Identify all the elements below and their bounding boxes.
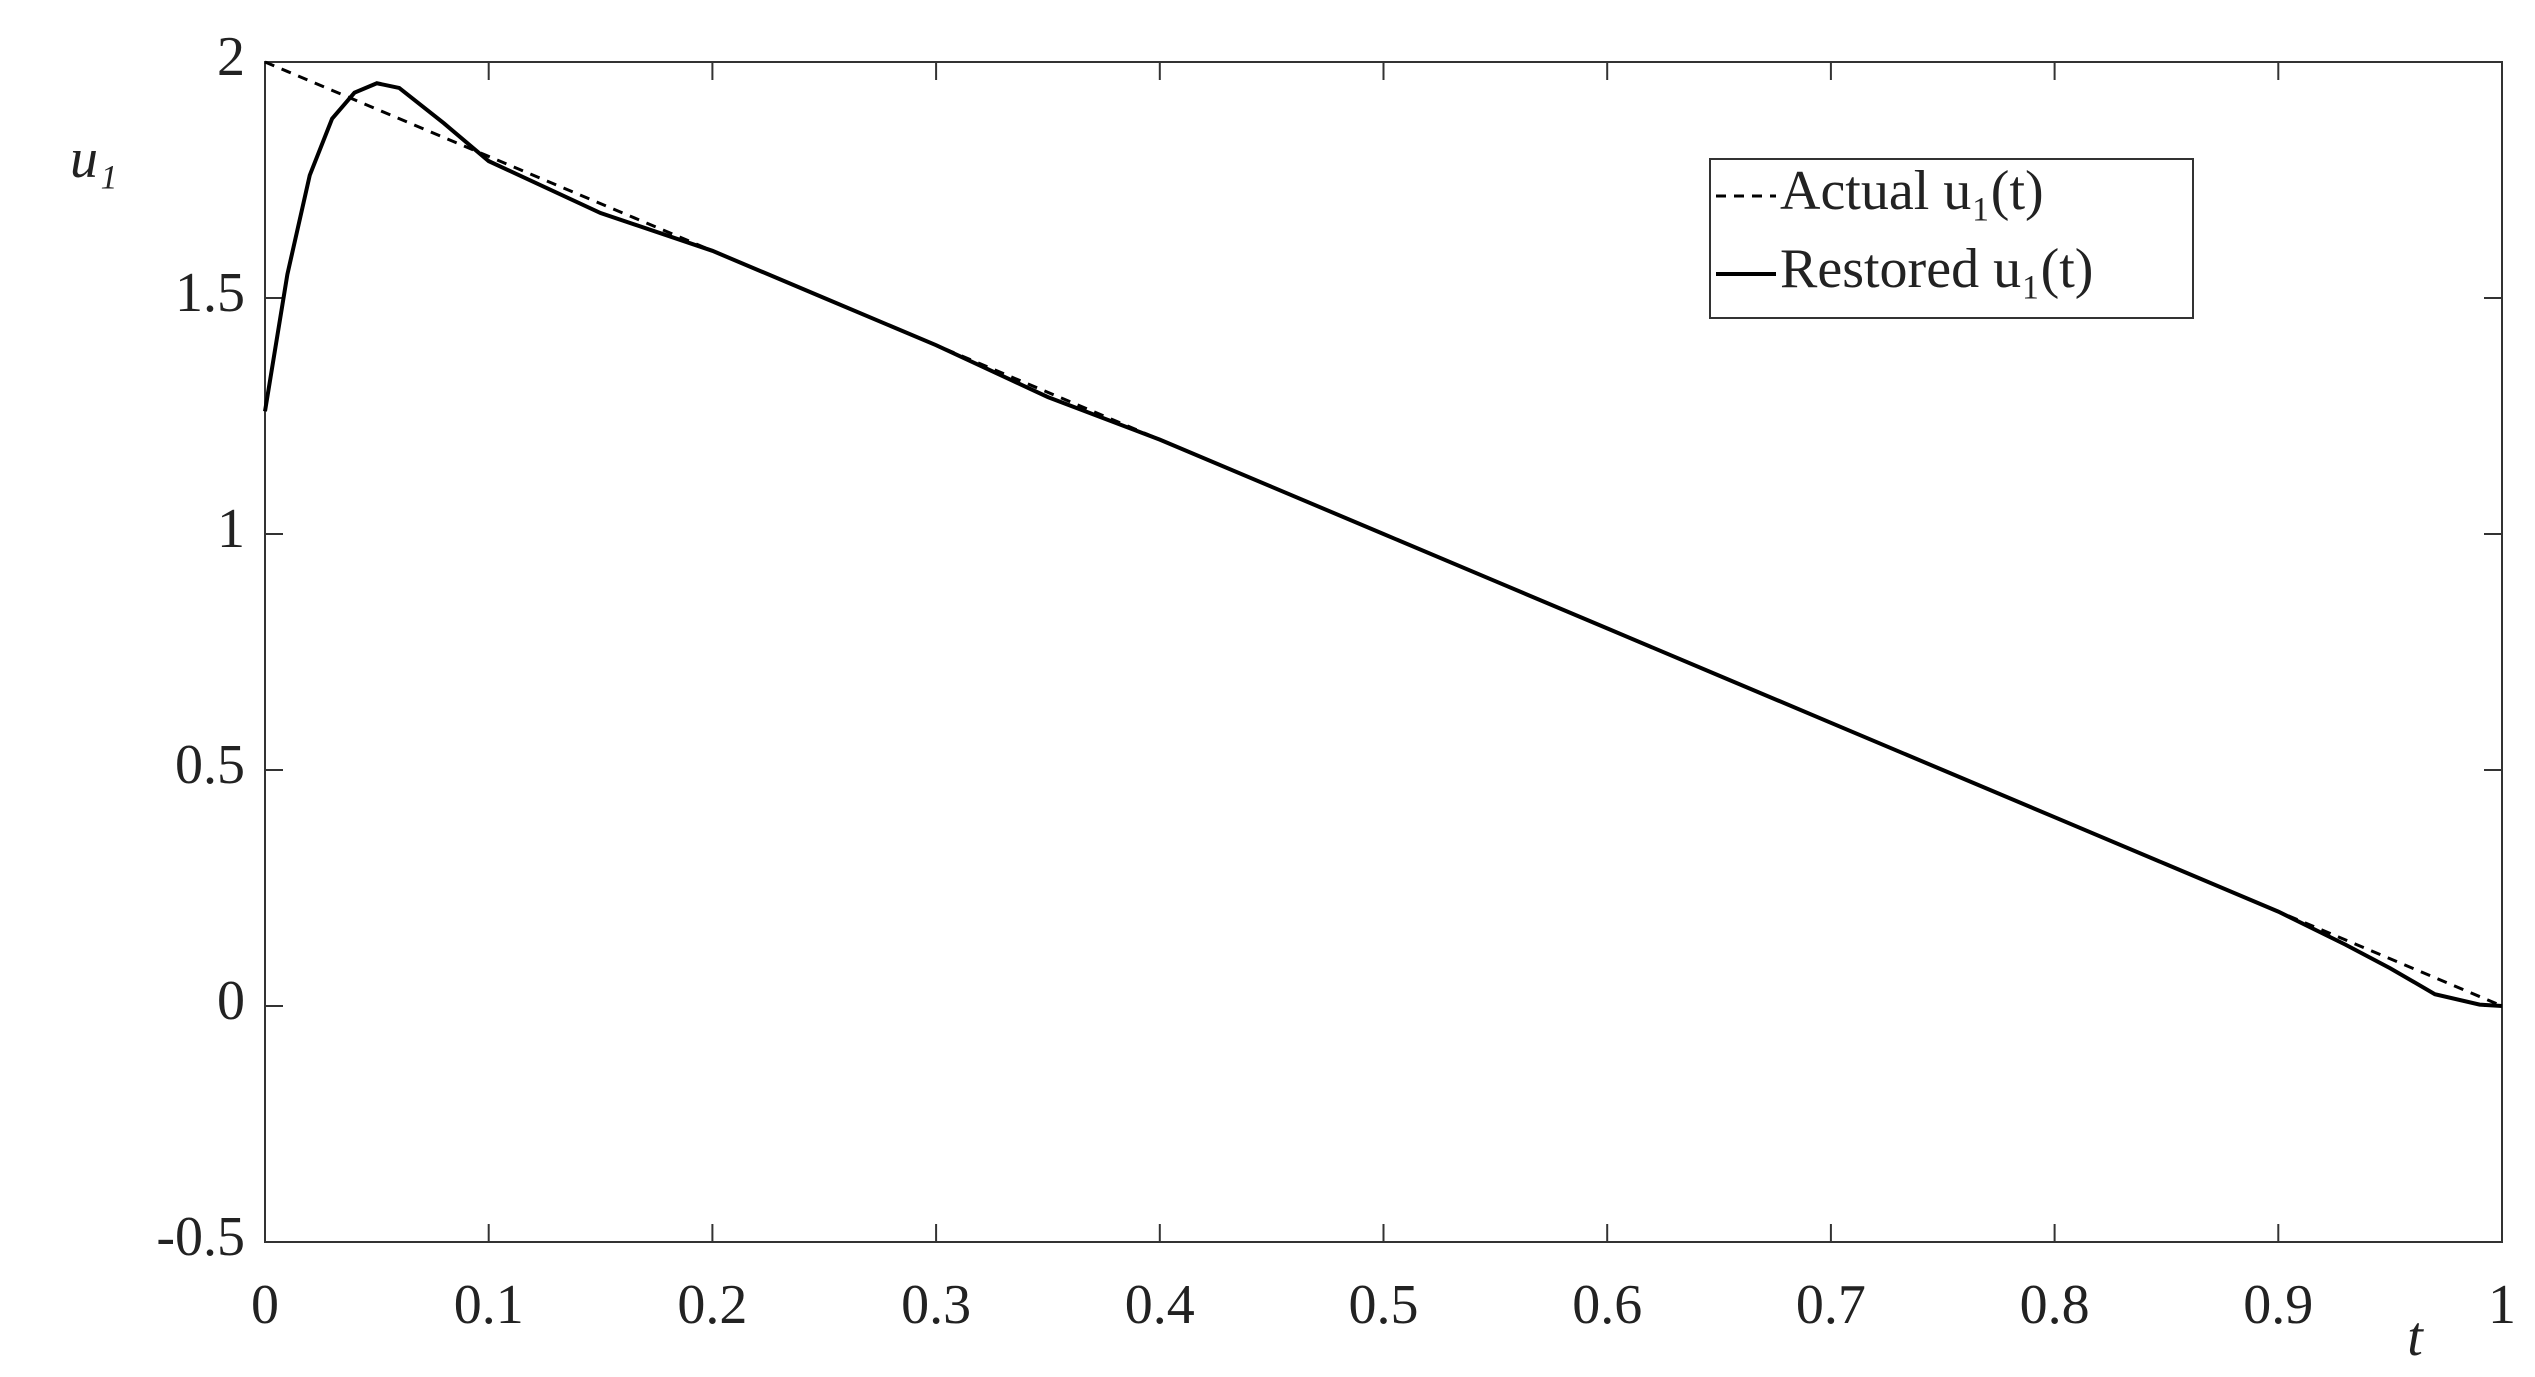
y-tick-label: -0.5 [156, 1206, 245, 1268]
legend-box [1709, 158, 2194, 319]
y-tick-label: 1 [217, 498, 245, 560]
x-tick-label: 1 [2488, 1274, 2516, 1336]
x-tick-label: 0.4 [1125, 1274, 1195, 1336]
legend-label: Actual u₁(t) [1780, 160, 2044, 222]
x-tick-label: 0.1 [454, 1274, 524, 1336]
y-tick-label: 0 [217, 970, 245, 1032]
y-axis-label: u₁ [70, 128, 117, 190]
x-tick-label: 0.7 [1796, 1274, 1866, 1336]
series-line [263, 81, 2503, 1008]
y-tick-label: 2 [217, 26, 245, 88]
x-tick-label: 0.3 [901, 1274, 971, 1336]
y-tick-label: 0.5 [175, 734, 245, 796]
plot-frame [264, 61, 2503, 1243]
x-tick-label: 0.6 [1572, 1274, 1642, 1336]
x-tick-label: 0.2 [677, 1274, 747, 1336]
legend-label: Restored u₁(t) [1780, 238, 2093, 300]
x-axis-label: t [2407, 1306, 2424, 1368]
x-tick-label: 0.8 [2020, 1274, 2090, 1336]
x-tick-label: 0 [251, 1274, 279, 1336]
y-tick-label: 1.5 [175, 262, 245, 324]
x-tick-label: 0.9 [2243, 1274, 2313, 1336]
x-tick-label: 0.5 [1349, 1274, 1419, 1336]
